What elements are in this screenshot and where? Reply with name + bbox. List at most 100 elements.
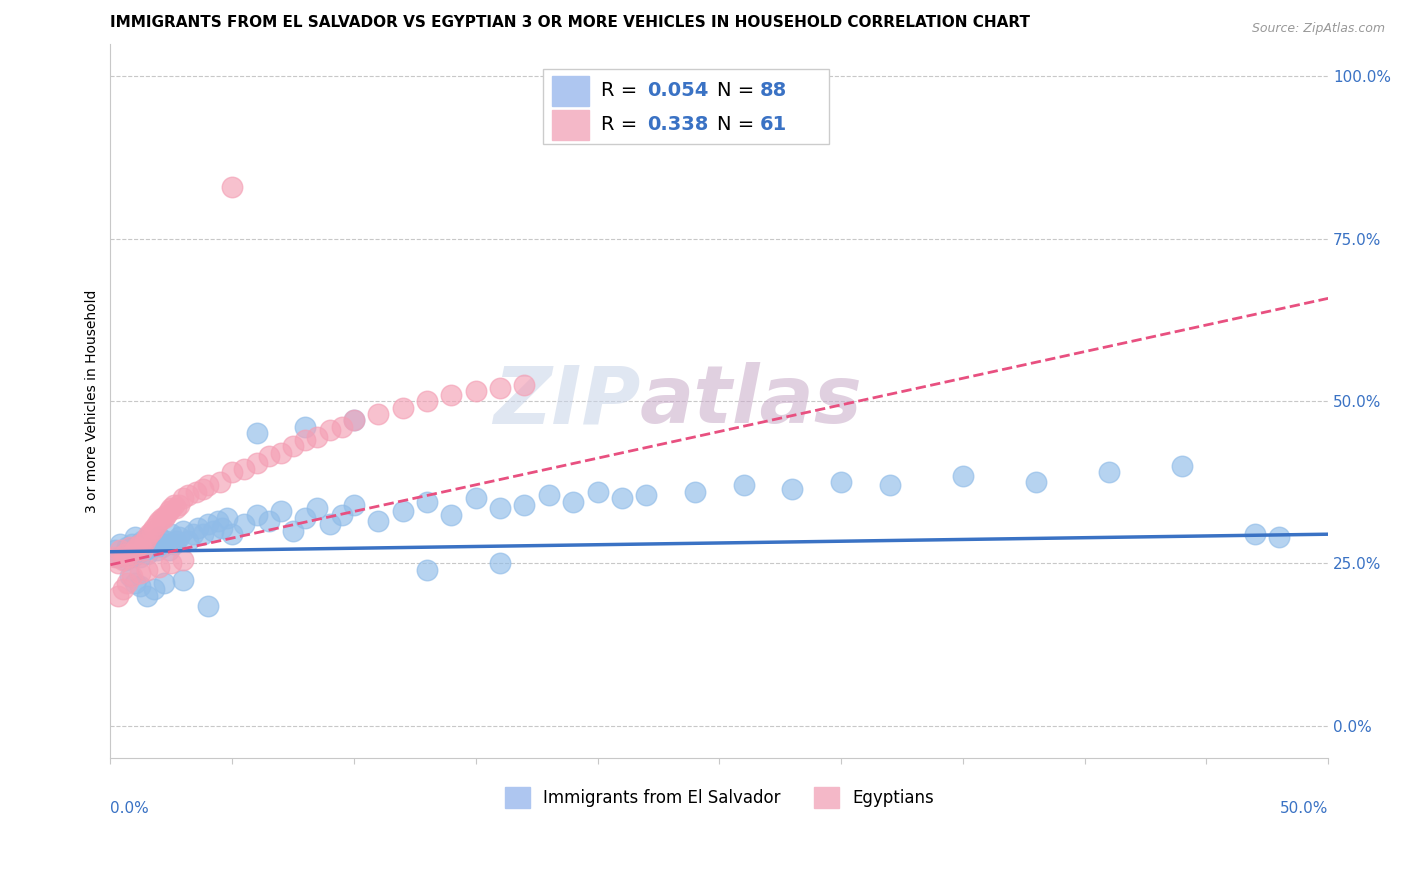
Point xyxy=(124,531,146,545)
Point xyxy=(1025,475,1047,490)
Point xyxy=(143,582,166,597)
Point xyxy=(416,394,439,409)
Point xyxy=(187,521,209,535)
Point xyxy=(143,521,166,535)
Point xyxy=(221,527,243,541)
Point xyxy=(177,488,200,502)
Point xyxy=(233,517,256,532)
Point xyxy=(167,498,190,512)
Text: IMMIGRANTS FROM EL SALVADOR VS EGYPTIAN 3 OR MORE VEHICLES IN HOUSEHOLD CORRELAT: IMMIGRANTS FROM EL SALVADOR VS EGYPTIAN … xyxy=(111,15,1031,30)
Point xyxy=(138,527,160,541)
Point xyxy=(163,498,186,512)
Point xyxy=(172,573,194,587)
Point xyxy=(165,501,187,516)
Point xyxy=(1098,466,1121,480)
FancyBboxPatch shape xyxy=(553,76,589,106)
Point xyxy=(184,485,207,500)
Point xyxy=(121,569,143,583)
Point xyxy=(294,433,316,447)
Point xyxy=(155,533,177,548)
Point xyxy=(155,508,177,522)
Point xyxy=(117,540,139,554)
Point xyxy=(330,508,353,522)
Point xyxy=(160,501,183,516)
FancyBboxPatch shape xyxy=(543,69,830,144)
Point xyxy=(440,387,463,401)
Point xyxy=(124,576,146,591)
Point xyxy=(141,540,163,554)
Point xyxy=(165,533,187,548)
Point xyxy=(136,563,159,577)
Point xyxy=(167,531,190,545)
Point xyxy=(128,579,150,593)
Point xyxy=(257,514,280,528)
Point xyxy=(830,475,852,490)
Text: ZIP: ZIP xyxy=(492,362,640,440)
Point xyxy=(117,549,139,564)
Point xyxy=(197,478,219,492)
Point xyxy=(121,547,143,561)
Point xyxy=(111,582,134,597)
Point xyxy=(245,456,267,470)
FancyBboxPatch shape xyxy=(553,110,589,140)
Text: atlas: atlas xyxy=(640,362,863,440)
Point xyxy=(489,501,512,516)
Point xyxy=(136,531,159,545)
Point xyxy=(121,537,143,551)
Point xyxy=(160,527,183,541)
Point xyxy=(782,482,804,496)
Point xyxy=(513,377,536,392)
Point xyxy=(108,537,131,551)
Text: 88: 88 xyxy=(759,80,787,100)
Point xyxy=(128,537,150,551)
Point xyxy=(118,569,141,583)
Point xyxy=(440,508,463,522)
Point xyxy=(416,494,439,508)
Point xyxy=(145,517,167,532)
Point xyxy=(104,543,127,558)
Point xyxy=(343,413,366,427)
Point xyxy=(245,426,267,441)
Point xyxy=(150,511,173,525)
Point xyxy=(128,566,150,581)
Point xyxy=(163,537,186,551)
Point xyxy=(153,537,176,551)
Point xyxy=(197,517,219,532)
Point xyxy=(201,524,224,538)
Point xyxy=(127,547,149,561)
Point xyxy=(191,527,214,541)
Point xyxy=(367,407,389,421)
Point xyxy=(1171,458,1194,473)
Point xyxy=(489,557,512,571)
Point xyxy=(127,543,149,558)
Point xyxy=(124,543,146,558)
Point xyxy=(131,543,153,558)
Point xyxy=(367,514,389,528)
Point xyxy=(1244,527,1267,541)
Point xyxy=(111,553,134,567)
Point xyxy=(117,576,139,591)
Point xyxy=(138,537,160,551)
Point xyxy=(245,508,267,522)
Point xyxy=(221,466,243,480)
Point xyxy=(343,498,366,512)
Text: 0.054: 0.054 xyxy=(647,80,709,100)
Point xyxy=(307,501,329,516)
Point xyxy=(197,599,219,613)
Point xyxy=(136,589,159,603)
Point xyxy=(153,511,176,525)
Point xyxy=(464,491,486,506)
Point xyxy=(111,547,134,561)
Point xyxy=(207,514,229,528)
Text: Source: ZipAtlas.com: Source: ZipAtlas.com xyxy=(1251,22,1385,36)
Point xyxy=(148,559,170,574)
Point xyxy=(683,485,706,500)
Point xyxy=(318,517,340,532)
Point xyxy=(343,413,366,427)
Legend: Immigrants from El Salvador, Egyptians: Immigrants from El Salvador, Egyptians xyxy=(498,780,941,814)
Point xyxy=(172,524,194,538)
Point xyxy=(464,384,486,399)
Text: N =: N = xyxy=(717,115,761,134)
Point xyxy=(118,543,141,558)
Point xyxy=(391,504,413,518)
